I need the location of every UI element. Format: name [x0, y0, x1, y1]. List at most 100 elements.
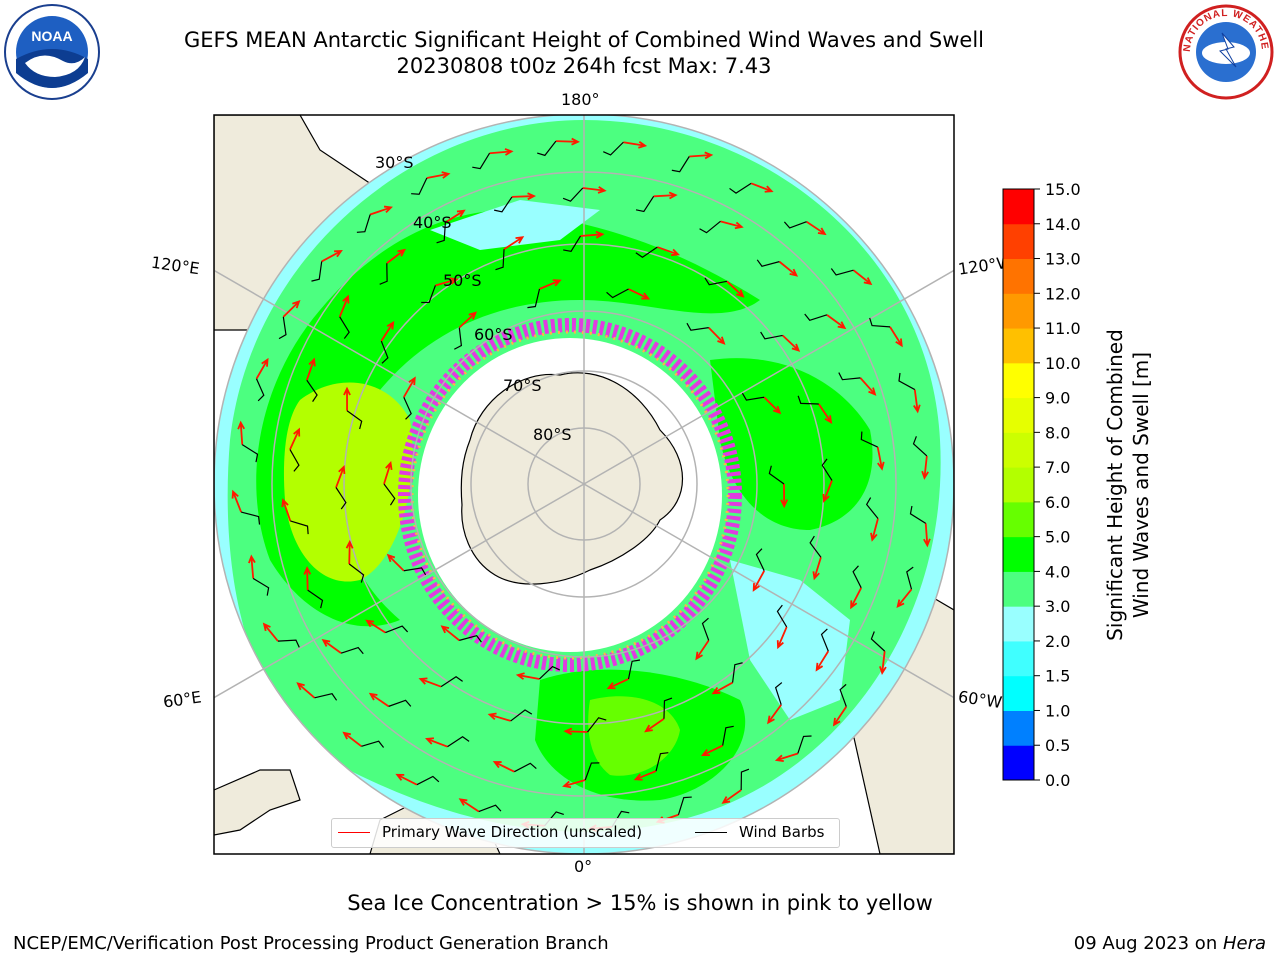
- colorbar-bin: [1003, 223, 1034, 260]
- wind-barb: [440, 675, 463, 688]
- colorbar-tick-label: 9.0: [1045, 389, 1070, 408]
- wave-direction-arrow: [296, 682, 316, 699]
- wave-direction-arrow: [752, 570, 765, 592]
- wind-barb: [388, 699, 412, 707]
- wind-barb: [495, 249, 505, 271]
- wind-barb: [514, 762, 537, 773]
- wind-barb: [335, 487, 347, 510]
- wave-direction-arrow: [237, 420, 245, 445]
- wave-direction-arrow: [386, 248, 407, 264]
- meridian-line: [214, 483, 585, 699]
- colorbar-bin: [1003, 432, 1034, 468]
- wind-barb: [472, 152, 491, 170]
- wind-barb: [797, 735, 812, 754]
- wind-barb: [729, 182, 752, 194]
- lat-label-40s: 40°S: [413, 213, 452, 232]
- wave-direction-arrow: [776, 626, 788, 650]
- wind-barb: [755, 548, 765, 572]
- colorbar-bin: [1003, 710, 1034, 746]
- wave-direction-arrow: [248, 554, 256, 579]
- lat-label-50s: 50°S: [443, 271, 482, 290]
- wind-barb: [869, 317, 891, 328]
- wave-direction-arrow: [826, 314, 847, 330]
- wave-direction-arrow: [281, 498, 292, 522]
- colorbar-tick-label: 0.0: [1045, 771, 1070, 790]
- colorbar-bin: [1003, 328, 1034, 364]
- wave-direction-arrow: [750, 182, 774, 193]
- wave-direction-arrow: [342, 731, 362, 748]
- wave-direction-arrow: [255, 357, 269, 380]
- wave-direction-arrow: [369, 205, 393, 216]
- colorbar-tick-label: 3.0: [1045, 597, 1070, 616]
- wind-barb: [797, 395, 819, 405]
- wind-barb: [411, 177, 428, 195]
- wind-barb: [865, 497, 879, 519]
- wind-barb: [537, 140, 557, 157]
- wave-direction-arrow: [338, 294, 350, 318]
- colorbar-bin: [1003, 571, 1034, 607]
- wave-direction-arrow: [700, 744, 724, 756]
- wave-direction-arrow: [580, 230, 605, 239]
- wind-barb: [912, 436, 928, 457]
- wave-direction-arrow: [644, 718, 665, 733]
- wave-direction-arrow: [822, 480, 833, 503]
- wind-barb: [587, 717, 607, 733]
- wave-direction-arrow: [870, 518, 879, 542]
- wave-direction-arrow: [923, 523, 931, 548]
- wave-direction-arrow: [812, 557, 822, 581]
- wave-direction-arrow: [435, 277, 459, 287]
- wind-barb: [909, 505, 927, 524]
- map-title: GEFS MEAN Antarctic Significant Height o…: [183, 28, 985, 52]
- nws-logo-icon: NATIONAL WEATHER SERVICE: [1176, 3, 1274, 100]
- wind-barb: [809, 535, 822, 558]
- wave-direction-arrow: [380, 320, 395, 342]
- wind-barb: [454, 327, 463, 350]
- wind-barb: [241, 444, 259, 463]
- colorbar-tick-label: 4.0: [1045, 562, 1070, 581]
- colorbar-bin: [1003, 536, 1034, 572]
- wind-barb: [774, 682, 783, 705]
- wind-barb: [830, 268, 854, 276]
- svg-text:NOAA: NOAA: [31, 28, 72, 44]
- wave-direction-arrow: [711, 681, 734, 695]
- wave-direction-arrow: [365, 619, 386, 634]
- colorbar-bin: [1003, 745, 1034, 781]
- wind-barb: [671, 156, 690, 173]
- wave-direction-arrow: [720, 220, 744, 230]
- wind-barb: [416, 775, 440, 786]
- colorbar-tick-label: 14.0: [1045, 215, 1081, 234]
- wave-direction-arrow: [425, 737, 448, 748]
- wind-barb: [361, 740, 385, 748]
- wind-barb: [356, 214, 371, 233]
- colorbar-tick-label: 10.0: [1045, 354, 1081, 373]
- wind-barb: [314, 693, 338, 701]
- colorbar-tick-label: 11.0: [1045, 319, 1081, 338]
- black-line-icon: [695, 831, 727, 833]
- wind-barb: [677, 796, 692, 815]
- wind-barb: [663, 697, 673, 719]
- colorbar-bin: [1003, 675, 1034, 711]
- wind-barb: [306, 379, 318, 402]
- wave-direction-arrow: [606, 678, 629, 690]
- wave-direction-arrow: [562, 779, 586, 789]
- wave-direction-arrow: [832, 706, 848, 727]
- wave-direction-arrow: [780, 483, 788, 509]
- wind-barb: [821, 458, 833, 481]
- wave-direction-arrow: [418, 677, 442, 688]
- colorbar-bin: [1003, 501, 1034, 538]
- wind-barb: [635, 246, 658, 258]
- colorbar-tick-label: 2.0: [1045, 632, 1070, 651]
- wind-barb: [701, 617, 710, 641]
- wind-barb: [838, 372, 861, 381]
- wave-direction-arrow: [395, 773, 418, 786]
- wave-direction-arrow: [633, 770, 657, 781]
- wave-direction-arrow: [426, 171, 451, 179]
- wind-barb: [436, 222, 446, 244]
- graticule: [214, 115, 954, 854]
- wind-barb: [563, 235, 582, 253]
- wave-direction-arrow: [850, 587, 862, 610]
- wind-barb: [740, 768, 750, 791]
- wind-barb: [776, 604, 788, 628]
- wind-barb: [478, 804, 502, 813]
